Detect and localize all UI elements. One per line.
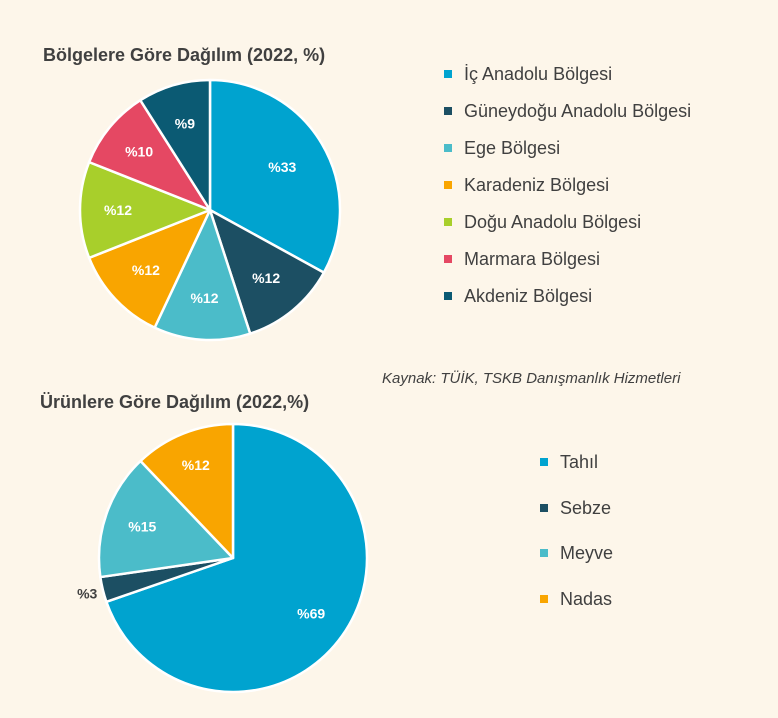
pie-slice-6 (139, 78, 212, 212)
legend-swatch-1 (540, 503, 548, 512)
legend-swatch-2 (444, 144, 452, 152)
slice-label-5: %10 (125, 143, 153, 159)
legend-item-5: Marmara Bölgesi (444, 249, 691, 286)
legend-item-1: Güneydoğu Anadolu Bölgesi (444, 101, 691, 138)
pie-slice-0 (105, 422, 369, 694)
legend-swatch-3 (540, 594, 548, 603)
pie-slice-2 (97, 459, 235, 579)
legend-label-5: Marmara Bölgesi (464, 249, 601, 269)
slice-label-4: %12 (104, 202, 132, 218)
legend-swatch-6 (444, 292, 452, 300)
slice-label-1: %12 (252, 270, 280, 286)
legend-item-6: Akdeniz Bölgesi (444, 286, 691, 323)
slice-label-0: %69 (297, 606, 325, 622)
chart-title-regions: Bölgelere Göre Dağılım (2022, %) (43, 45, 326, 65)
pie-slice-1 (208, 208, 326, 335)
legend-item-3: Nadas (540, 589, 613, 635)
legend-swatch-5 (444, 255, 452, 263)
slice-label-0: %33 (268, 159, 296, 175)
legend-item-4: Doğu Anadolu Bölgesi (444, 212, 691, 249)
slice-label-3: %12 (132, 262, 160, 278)
legend-swatch-2 (540, 549, 548, 557)
slice-label-3: %12 (182, 457, 210, 473)
legend-label-1: Sebze (560, 497, 612, 518)
pie-slice-4 (78, 160, 212, 260)
pie-slice-3 (87, 208, 212, 329)
legend-products: Tahıl Sebze Meyve Nadas (540, 452, 613, 634)
legend-item-0: Tahıl (540, 452, 613, 498)
pie-slice-1 (99, 556, 235, 604)
legend-label-0: Tahıl (560, 452, 599, 472)
legend-label-3: Nadas (560, 588, 613, 609)
legend-item-2: Ege Bölgesi (444, 138, 691, 175)
pie-slice-0 (208, 78, 342, 274)
slice-label-2: %12 (190, 290, 218, 306)
legend-swatch-0 (444, 70, 452, 78)
legend-label-1: Güneydoğu Anadolu Bölgesi (464, 101, 692, 121)
legend-swatch-3 (444, 181, 452, 189)
legend-label-3: Karadeniz Bölgesi (464, 175, 610, 195)
legend-label-4: Doğu Anadolu Bölgesi (464, 212, 642, 232)
slice-label-1: %3 (77, 585, 97, 601)
legend-swatch-4 (444, 218, 452, 226)
legend-item-0: İç Anadolu Bölgesi (444, 64, 691, 101)
legend-item-2: Meyve (540, 543, 613, 589)
slice-label-6: %9 (175, 116, 195, 132)
legend-regions: İç Anadolu Bölgesi Güneydoğu Anadolu Bölg… (444, 64, 691, 323)
legend-item-3: Karadeniz Bölgesi (444, 175, 691, 212)
slice-label-2: %15 (128, 519, 156, 535)
pie-slice-5 (87, 98, 212, 212)
legend-item-1: Sebze (540, 498, 613, 544)
legend-label-0: İç Anadolu Bölgesi (464, 64, 613, 84)
chart-title-products: Ürünlere Göre Dağılım (2022,%) (40, 392, 310, 412)
legend-label-2: Ege Bölgesi (464, 138, 561, 158)
legend-label-2: Meyve (560, 543, 614, 563)
legend-swatch-0 (540, 458, 548, 466)
pie-slice-2 (153, 208, 252, 342)
source-note: Kaynak: TÜİK, TSKB Danışmanlık Hizmetler… (382, 370, 681, 387)
legend-swatch-1 (444, 107, 452, 115)
pie-slice-3 (139, 422, 235, 560)
legend-label-6: Akdeniz Bölgesi (464, 286, 593, 306)
